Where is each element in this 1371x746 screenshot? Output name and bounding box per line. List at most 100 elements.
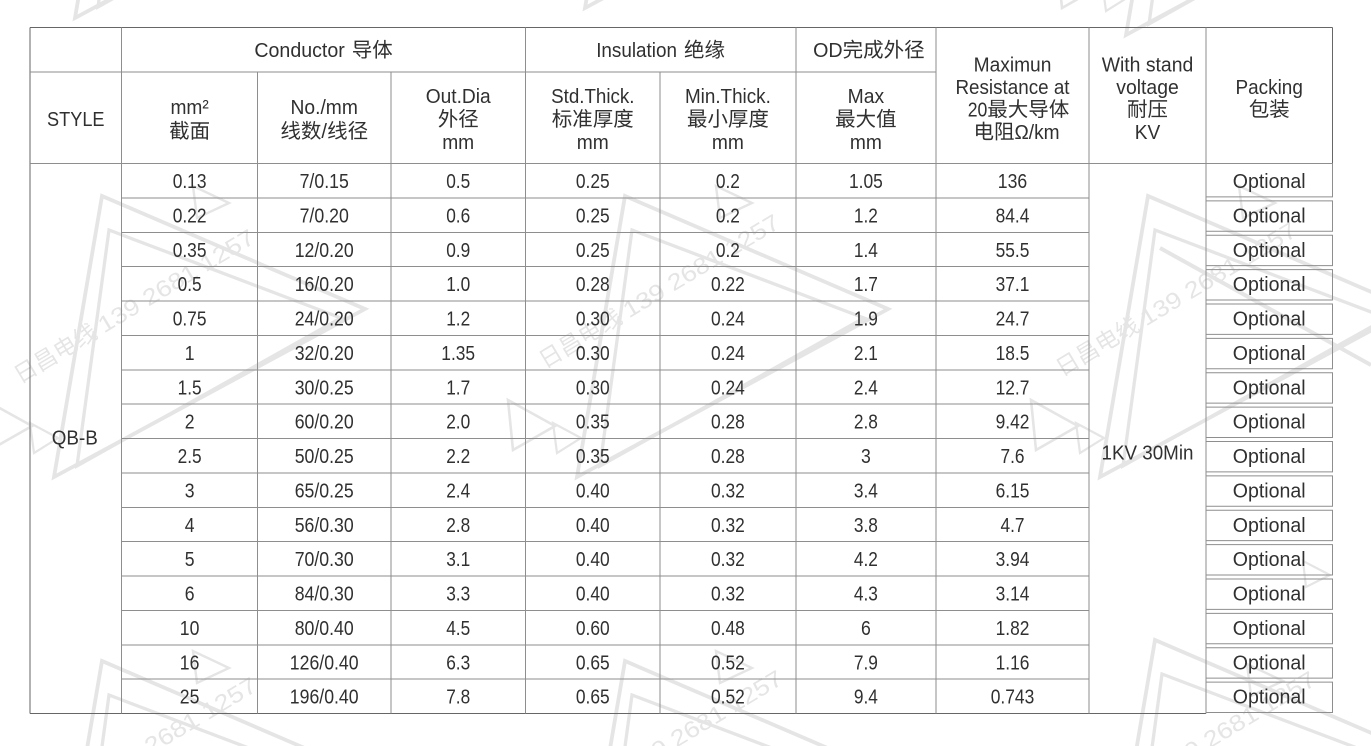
svg-text:16: 16 (180, 651, 200, 674)
svg-text:Insulation: Insulation (596, 39, 677, 62)
svg-text:196/0.40: 196/0.40 (290, 686, 359, 709)
svg-text:0.24: 0.24 (711, 308, 745, 331)
svg-text:2.2: 2.2 (446, 445, 470, 468)
svg-text:1.05: 1.05 (849, 170, 883, 193)
svg-text:0.2: 0.2 (716, 205, 740, 228)
svg-text:mm: mm (850, 131, 882, 154)
svg-text:7/0.15: 7/0.15 (300, 170, 349, 193)
svg-text:0.25: 0.25 (576, 170, 610, 193)
svg-text:0.65: 0.65 (576, 651, 610, 674)
svg-text:0.48: 0.48 (711, 617, 745, 640)
svg-text:20: 20 (968, 98, 988, 121)
svg-text:Optional: Optional (1233, 273, 1306, 296)
svg-text:Std.Thick.: Std.Thick. (551, 85, 634, 108)
svg-text:3: 3 (185, 480, 195, 503)
svg-text:0.75: 0.75 (173, 308, 207, 331)
svg-text:18.5: 18.5 (996, 342, 1030, 365)
svg-text:0.52: 0.52 (711, 686, 745, 709)
svg-text:56/0.30: 56/0.30 (295, 514, 354, 537)
svg-text:4: 4 (185, 514, 195, 537)
svg-text:2.0: 2.0 (446, 411, 470, 434)
svg-text:1KV 30Min: 1KV 30Min (1102, 441, 1194, 464)
svg-text:1.0: 1.0 (446, 273, 470, 296)
svg-text:2: 2 (185, 411, 195, 434)
svg-text:0.65: 0.65 (576, 686, 610, 709)
svg-text:1: 1 (185, 342, 195, 365)
svg-text:0.25: 0.25 (576, 239, 610, 262)
svg-text:1.35: 1.35 (441, 342, 475, 365)
svg-text:0.743: 0.743 (991, 686, 1035, 709)
svg-text:0.24: 0.24 (711, 376, 745, 399)
svg-text:0.24: 0.24 (711, 342, 745, 365)
svg-text:0.32: 0.32 (711, 548, 745, 571)
svg-text:24.7: 24.7 (996, 308, 1030, 331)
svg-text:0.35: 0.35 (173, 239, 207, 262)
svg-text:55.5: 55.5 (996, 239, 1030, 262)
svg-text:84.4: 84.4 (996, 205, 1030, 228)
svg-text:KV: KV (1135, 121, 1161, 144)
svg-text:2.4: 2.4 (854, 376, 878, 399)
svg-text:1.2: 1.2 (854, 205, 878, 228)
svg-text:0.60: 0.60 (576, 617, 610, 640)
svg-text:1.2: 1.2 (446, 308, 470, 331)
svg-text:With stand: With stand (1102, 54, 1194, 77)
svg-text:16/0.20: 16/0.20 (295, 273, 354, 296)
svg-text:voltage: voltage (1116, 76, 1179, 99)
svg-text:0.32: 0.32 (711, 514, 745, 537)
svg-text:7.6: 7.6 (1001, 445, 1025, 468)
svg-text:4.5: 4.5 (446, 617, 470, 640)
svg-text:Out.Dia: Out.Dia (426, 85, 492, 108)
svg-text:136: 136 (998, 170, 1027, 193)
svg-text:Optional: Optional (1233, 651, 1306, 674)
svg-text:24/0.20: 24/0.20 (295, 308, 354, 331)
svg-text:6.15: 6.15 (996, 480, 1030, 503)
svg-text:Optional: Optional (1233, 308, 1306, 331)
svg-text:1.5: 1.5 (178, 376, 202, 399)
svg-text:mm: mm (577, 131, 609, 154)
svg-text:2.5: 2.5 (178, 445, 202, 468)
svg-text:Min.Thick.: Min.Thick. (685, 85, 771, 108)
svg-text:2.4: 2.4 (446, 480, 470, 503)
svg-text:3.4: 3.4 (854, 480, 878, 503)
svg-text:70/0.30: 70/0.30 (295, 548, 354, 571)
svg-text:Optional: Optional (1233, 617, 1306, 640)
svg-text:Optional: Optional (1233, 342, 1306, 365)
svg-text:/: / (321, 120, 327, 143)
svg-text:9.42: 9.42 (996, 411, 1030, 434)
svg-text:2.8: 2.8 (446, 514, 470, 537)
svg-text:Optional: Optional (1233, 480, 1306, 503)
svg-text:0.30: 0.30 (576, 342, 610, 365)
svg-text:65/0.25: 65/0.25 (295, 480, 354, 503)
svg-text:Optional: Optional (1233, 170, 1306, 193)
svg-text:0.40: 0.40 (576, 548, 610, 571)
svg-text:4.7: 4.7 (1001, 514, 1025, 537)
svg-text:0.25: 0.25 (576, 205, 610, 228)
svg-text:1.7: 1.7 (854, 273, 878, 296)
svg-text:0.40: 0.40 (576, 583, 610, 606)
svg-text:OD: OD (813, 39, 843, 62)
svg-text:0.5: 0.5 (178, 273, 202, 296)
svg-text:5: 5 (185, 548, 195, 571)
svg-text:No./mm: No./mm (291, 96, 358, 119)
svg-text:6.3: 6.3 (446, 651, 470, 674)
svg-text:7/0.20: 7/0.20 (300, 205, 349, 228)
svg-text:2.8: 2.8 (854, 411, 878, 434)
svg-text:Optional: Optional (1233, 376, 1306, 399)
svg-text:1.9: 1.9 (854, 308, 878, 331)
svg-text:0.40: 0.40 (576, 480, 610, 503)
svg-text:QB-B: QB-B (52, 426, 98, 449)
svg-text:10: 10 (180, 617, 200, 640)
svg-text:0.2: 0.2 (716, 170, 740, 193)
svg-text:4.2: 4.2 (854, 548, 878, 571)
svg-text:Optional: Optional (1233, 445, 1306, 468)
svg-text:Packing: Packing (1236, 76, 1303, 99)
svg-text:Maximun: Maximun (974, 54, 1052, 77)
svg-text:1.4: 1.4 (854, 239, 878, 262)
svg-text:0.13: 0.13 (173, 170, 207, 193)
svg-text:Optional: Optional (1233, 205, 1306, 228)
svg-text:3.14: 3.14 (996, 583, 1030, 606)
svg-text:1.82: 1.82 (996, 617, 1030, 640)
svg-text:0.22: 0.22 (173, 205, 207, 228)
svg-text:Ω/km: Ω/km (1015, 121, 1060, 144)
svg-text:0.32: 0.32 (711, 583, 745, 606)
